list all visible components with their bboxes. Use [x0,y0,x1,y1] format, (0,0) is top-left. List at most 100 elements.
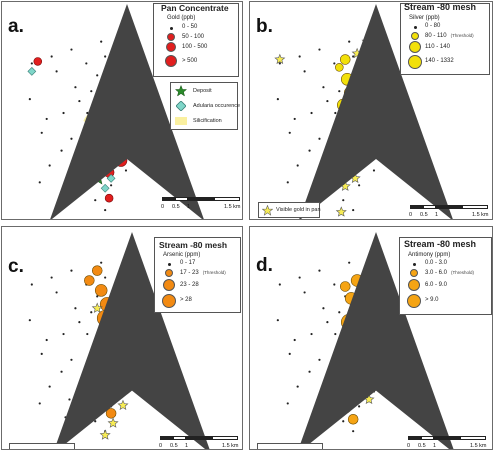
class-label-1: 0 - 17 [180,260,196,266]
sample-point [333,283,336,286]
sample-point [70,48,73,51]
silver-legend: Stream -80 mesh Silver (ppb) 0 - 80 80 -… [400,2,490,75]
map-panel-antimony: d. Stream -80 mesh Antimony (ppm) 0.0 - … [249,226,493,450]
class-symbol-1 [170,27,173,30]
panel-label: a. [8,16,24,37]
sample-point [352,208,355,212]
sample-point [338,311,341,314]
sample-point [70,358,73,361]
sample-point [342,420,345,423]
class-symbol-4 [165,55,177,67]
class-symbol-4 [407,294,421,308]
sample-point [55,291,58,294]
scale-bar: 0 0.5 1 1.5 km [159,436,242,449]
sample-point [100,40,103,43]
class-label-4: 140 - 1332 [425,58,454,64]
sample-point [50,55,53,58]
class-label-3: 100 - 500 [182,44,208,50]
anomaly-circle [105,408,117,419]
sample-point [286,402,289,405]
sample-point [28,319,31,322]
anomaly-circle [335,63,344,72]
class-symbol-1 [413,263,416,266]
silicification-label: Silicification [193,118,222,124]
sample-point [50,276,53,279]
map-panel-gold: a. Pan Concentrate Gold (ppb) 0 - 50 50 … [1,1,243,220]
sample-point [322,86,325,89]
sample-point [55,70,58,73]
legend-subtitle: Gold (ppb) [167,15,196,21]
visible-gold-star-icon [91,302,103,313]
sample-point [358,405,361,408]
class-symbol-4 [162,294,176,308]
sample-point [298,276,301,279]
sample-point [86,332,89,336]
sample-point [338,90,341,93]
anomaly-circle [94,284,108,297]
sample-point [45,117,48,121]
sample-point [48,385,51,388]
sample-point [348,40,351,43]
class-label-4: > 9.0 [425,297,439,303]
feature-legend: Deposit Adularia occurence Silicificatio… [170,82,241,130]
sample-point [352,430,355,433]
sample-point [303,70,306,73]
sample-point [28,98,31,101]
class-symbol-2 [410,269,418,277]
deposit-label: Deposit [193,88,212,94]
visible-gold-star-icon [117,399,129,410]
scale-bar: 0 0.5 1 1.5 km [407,436,490,449]
sample-point [38,181,41,184]
sample-point [318,48,321,51]
sample-point [104,55,107,58]
sample-point [278,283,281,286]
sample-point [70,269,73,272]
class-symbol-1 [414,26,417,29]
sample-point [60,370,63,373]
class-symbol-3 [163,279,175,291]
star-icon [262,205,273,216]
sample-point [104,276,107,279]
sample-point [74,307,77,310]
sample-point [38,402,41,405]
sample-point [278,62,281,65]
sample-point [333,62,336,65]
legend-subtitle: Antimony (ppm) [408,252,451,258]
sample-point [60,149,63,152]
sample-point [90,90,93,93]
sample-point [286,181,289,184]
antimony-legend: Stream -80 mesh Antimony (ppm) 0.0 - 3.0… [399,237,492,315]
north-arrow-icon [54,232,210,449]
class-label-4: > 28 [180,297,192,303]
legend-title: Stream -80 mesh [159,240,228,250]
class-label-1: 0 - 50 [182,24,198,30]
sample-point [124,169,128,172]
arsenic-legend: Stream -80 mesh Arsenic (ppm) 0 - 17 17 … [154,237,241,313]
sample-point [62,332,65,336]
sample-point [110,184,113,187]
sample-point [308,149,311,152]
panel-label: b. [256,16,273,37]
sample-point [276,319,279,322]
anomaly-circle [339,54,351,65]
class-label-2: 17 - 23 (Threshold) [180,270,226,276]
legend-subtitle: Silver (ppb) [409,15,440,21]
adularia-label: Adularia occurence [193,103,241,109]
visible-gold-star-icon [335,206,347,217]
gold-legend: Pan Concentrate Gold (ppb) 0 - 50 50 - 1… [153,3,239,77]
class-symbol-2 [165,269,173,277]
sample-point [96,74,99,77]
visible-gold-star-icon [107,417,119,428]
sample-point [90,311,93,314]
sample-point [334,332,337,336]
sample-point [303,291,306,294]
panel-label: c. [8,256,24,277]
sample-point [318,269,321,272]
panel-label: d. [256,255,273,276]
class-label-3: 110 - 140 [425,44,450,50]
sample-point [322,307,325,310]
north-arrow-icon [298,232,454,449]
sample-point [310,332,313,336]
diamond-icon [176,101,186,111]
legend-title: Stream -80 mesh [404,2,477,12]
